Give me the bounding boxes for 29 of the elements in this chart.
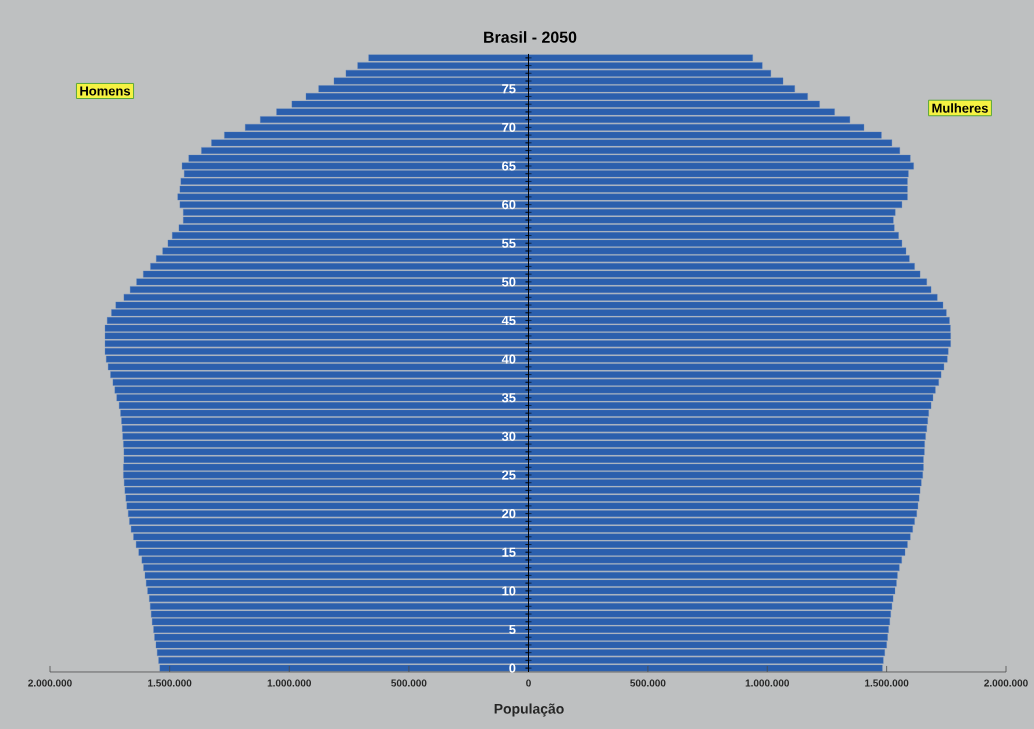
y-tick-label: 35: [501, 393, 516, 403]
x-axis-title: População: [494, 703, 564, 717]
y-tick-label: 20: [502, 509, 516, 519]
y-tick-label: 60: [502, 200, 516, 210]
y-tick-label: 55: [501, 238, 516, 248]
text: Mulheres: [932, 103, 988, 113]
text: Homens: [80, 86, 131, 96]
x-tick-label: 1.000.000: [267, 679, 312, 687]
y-tick-label: 5: [509, 624, 516, 635]
y-tick-label: 0: [509, 663, 516, 673]
y-tick-label: 30: [501, 431, 516, 441]
x-tick-label: 500.000: [630, 679, 666, 687]
x-tick-label: 500.000: [391, 679, 427, 687]
x-tick-label: 0: [526, 679, 531, 687]
y-tick-label: 40: [501, 354, 516, 364]
x-tick-label: 1.000.000: [745, 679, 790, 687]
y-tick-label: 10: [502, 586, 516, 596]
y-tick-label: 75: [502, 84, 516, 94]
y-tick-label: 65: [502, 161, 516, 171]
y-tick-label: 25: [502, 470, 516, 480]
y-tick-label: 15: [502, 547, 516, 557]
x-tick-label: 2.000.000: [28, 679, 72, 687]
x-tick-label: 1.500.000: [148, 679, 192, 687]
chart-title: Brasil - 2050: [484, 31, 577, 43]
y-tick-label: 50: [501, 277, 516, 287]
x-tick-label: 1.500.000: [865, 679, 909, 687]
x-tick-label: 2.000.000: [984, 679, 1028, 687]
y-tick-label: 45: [501, 315, 516, 326]
y-tick-label: 70: [502, 122, 516, 132]
